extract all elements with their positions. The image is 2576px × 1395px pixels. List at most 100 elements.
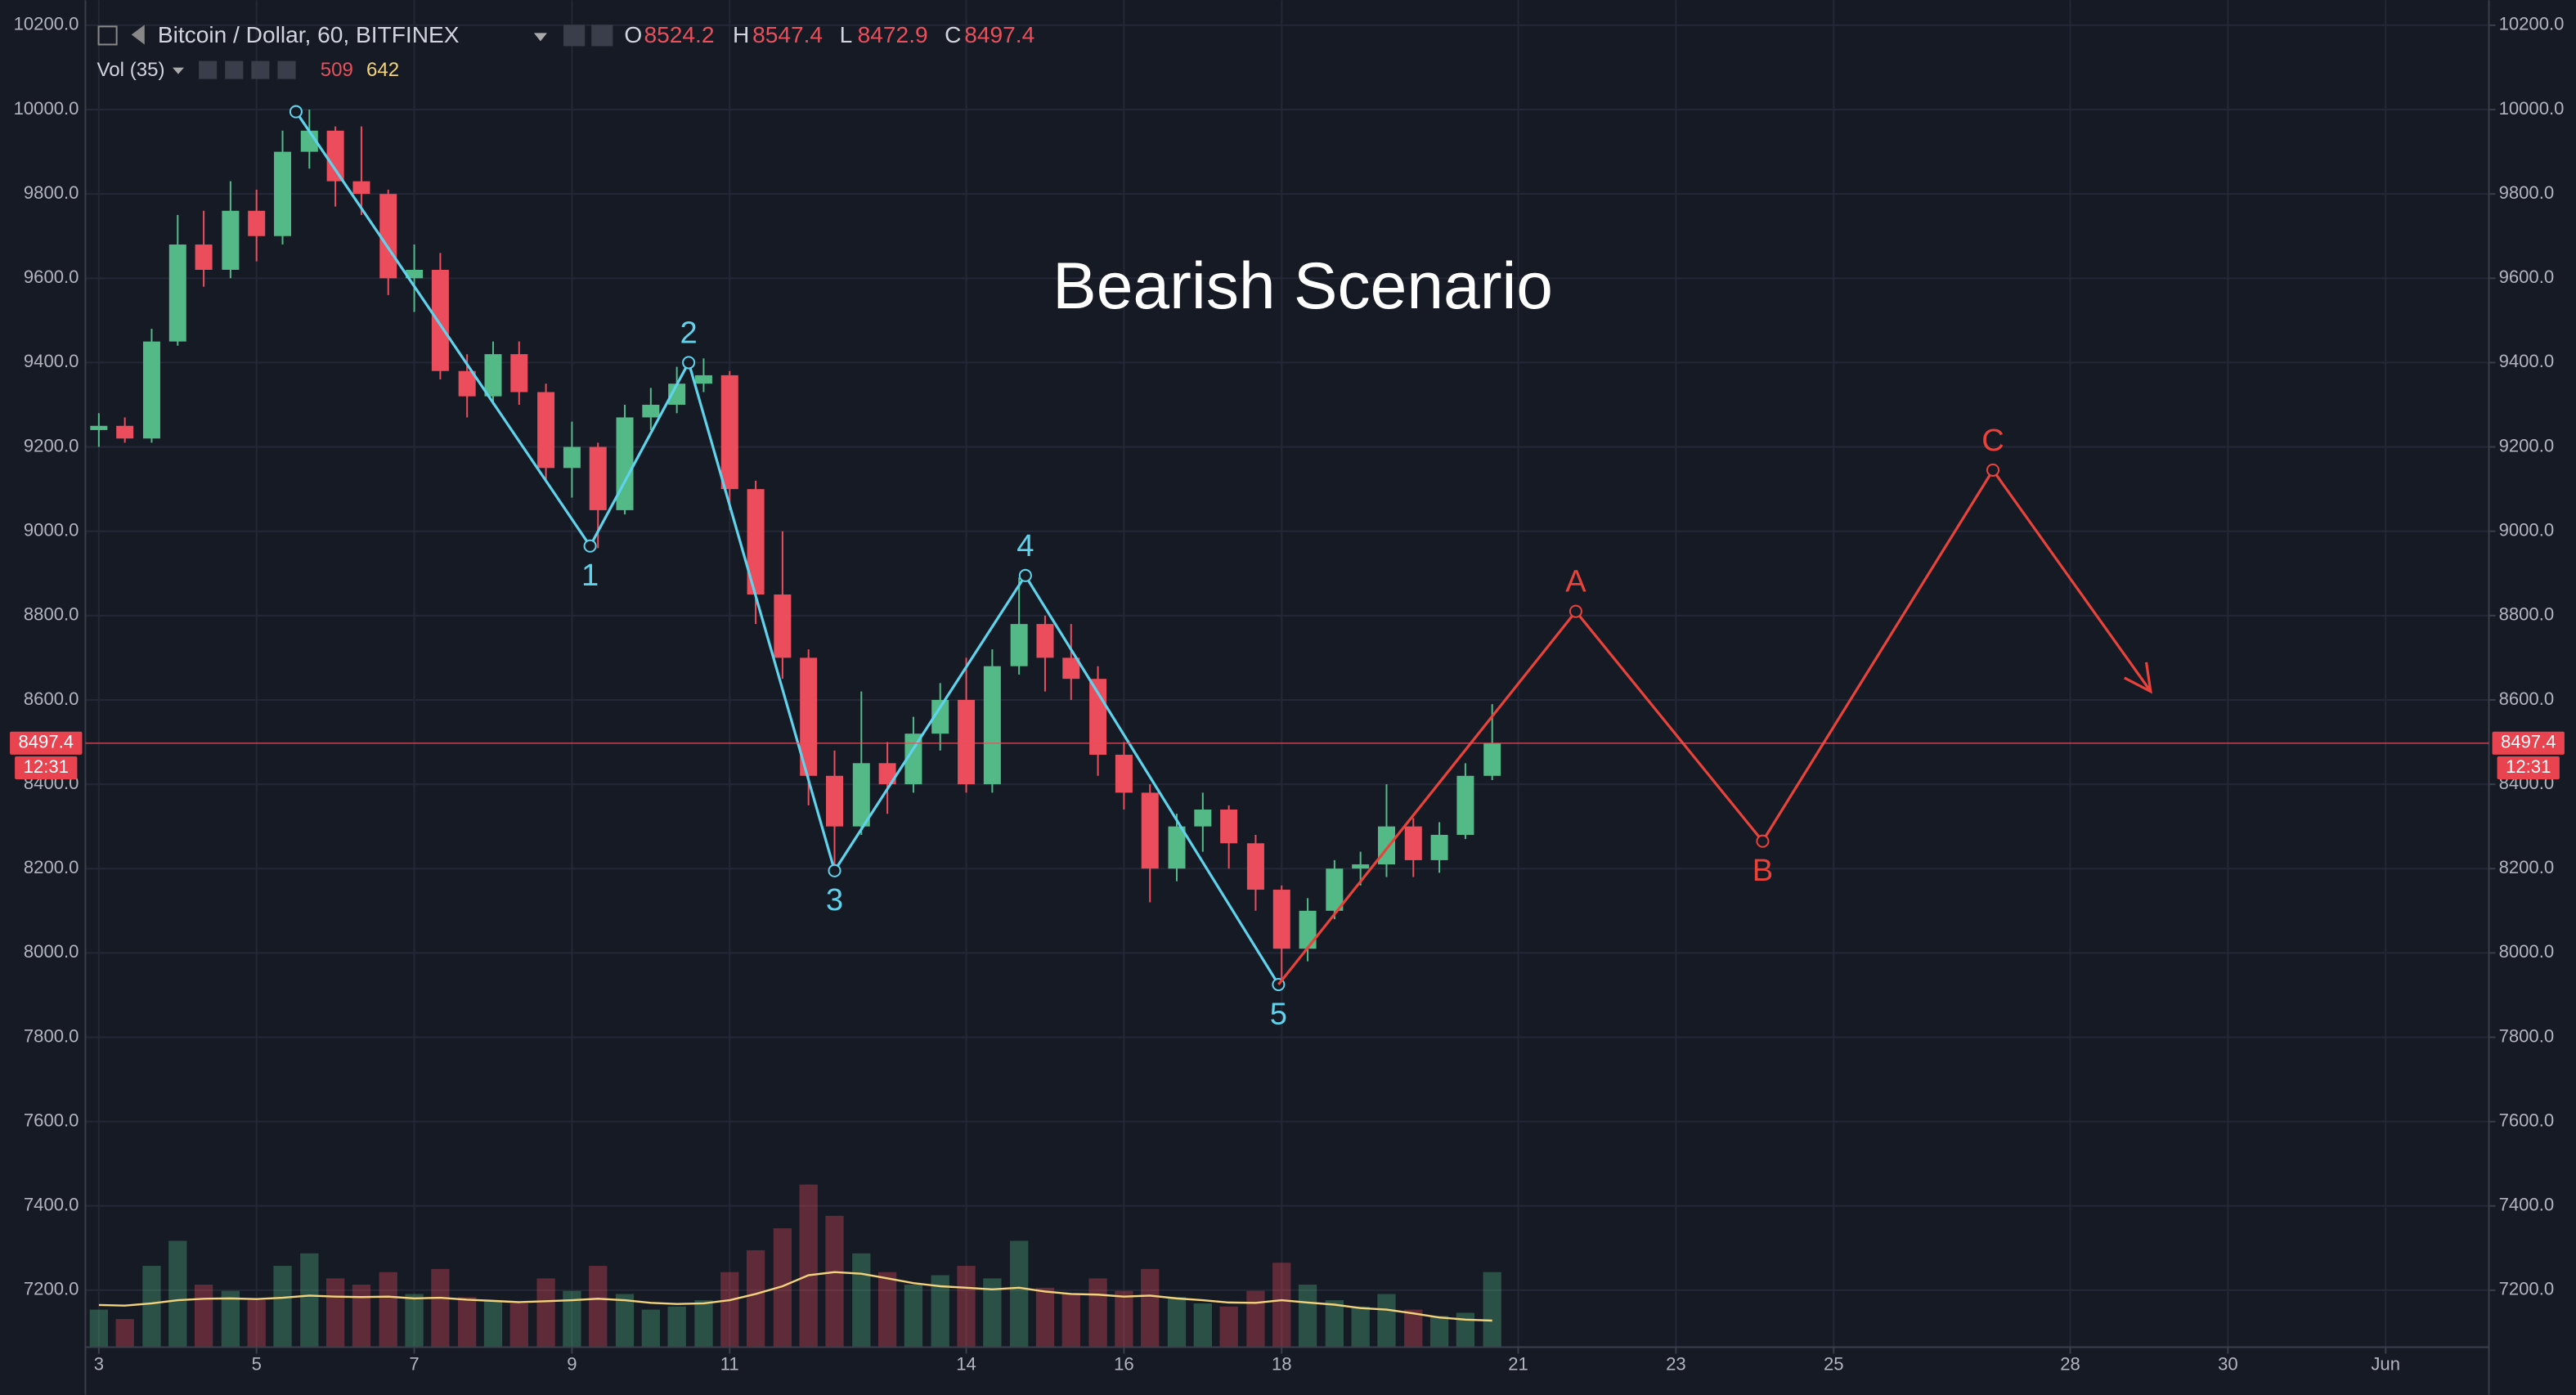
x-tick-label: 9 [567, 1353, 577, 1374]
volume-bar [1167, 1297, 1187, 1348]
y-tick-label: 7200.0 [2499, 1279, 2555, 1299]
y-tick-label: 9600.0 [2499, 267, 2555, 287]
symbol[interactable]: Bitcoin / Dollar, 60, BITFINEX [158, 22, 460, 47]
volume-bar [142, 1266, 161, 1348]
volume-bar [1193, 1303, 1212, 1348]
ohlc-value: 8524.2 [644, 22, 715, 47]
volume-bar [273, 1266, 292, 1348]
candle-body [1246, 843, 1264, 890]
volume-bar [1141, 1268, 1160, 1348]
volume-bar [221, 1290, 240, 1348]
volume-bar [773, 1228, 792, 1348]
volume-bar [1272, 1263, 1291, 1348]
wave-label: C [1981, 423, 2004, 458]
candle-body [458, 370, 476, 397]
volume-bar [931, 1275, 949, 1348]
y-tick-label: 10000.0 [14, 98, 79, 119]
volume-label[interactable]: Vol (35) [97, 59, 165, 81]
volume-bar [1035, 1287, 1055, 1348]
y-tick-label: 7800.0 [2499, 1025, 2555, 1046]
volume-bar [1325, 1300, 1344, 1348]
volume-bar [168, 1240, 187, 1348]
volume-bar [983, 1278, 1002, 1348]
y-tick-label: 9400.0 [24, 351, 79, 371]
price-tag-label: 8497.4 [18, 732, 74, 752]
volume-bar [405, 1294, 424, 1348]
ohlc-value: 8472.9 [858, 22, 928, 47]
candle-body [1352, 864, 1370, 869]
candle-body [1483, 742, 1501, 776]
candle-body [1168, 826, 1186, 869]
wave-label: 1 [581, 558, 599, 593]
candle-body [616, 417, 634, 510]
candle-body [1220, 810, 1238, 844]
dropdown-icon[interactable] [172, 67, 184, 74]
wave-label: 4 [1016, 528, 1034, 563]
ohlc-label: H [733, 22, 749, 47]
y-tick-label: 10200.0 [14, 14, 79, 34]
candle-body [1115, 755, 1133, 793]
y-tick-label: 8000.0 [24, 941, 79, 962]
volume-bar [1010, 1240, 1029, 1348]
volume-bar [799, 1184, 818, 1348]
settings-icon[interactable] [225, 61, 244, 79]
y-tick-label: 9800.0 [2499, 182, 2555, 203]
volume-bar [194, 1285, 213, 1348]
candle-body [379, 194, 397, 279]
volume-bar [352, 1285, 371, 1348]
candle-body [1404, 826, 1422, 860]
settings-icon[interactable] [251, 61, 270, 79]
wave-point [1986, 463, 2000, 477]
wave-point [289, 105, 303, 119]
candle-body [484, 354, 502, 397]
volume-bar [509, 1303, 528, 1348]
y-tick-label: 8600.0 [24, 689, 79, 709]
candle-body [931, 699, 949, 734]
collapse-icon[interactable] [97, 25, 118, 46]
volume-bar [589, 1266, 608, 1348]
dropdown-icon[interactable] [533, 33, 547, 42]
ohlc-label: O [624, 22, 642, 47]
volume-ma-line [98, 1271, 1492, 1322]
candle-body [668, 384, 686, 405]
settings-icon[interactable] [563, 25, 586, 47]
candle-body [774, 594, 792, 658]
candle-body [958, 699, 976, 785]
x-tick-label: 30 [2218, 1353, 2238, 1374]
volume-bar [1061, 1294, 1080, 1348]
candle-body [537, 392, 555, 469]
candle-body [1430, 834, 1448, 860]
volume-bar [1483, 1272, 1501, 1348]
wave-label: 3 [826, 882, 843, 917]
y-tick-label: 9000.0 [24, 520, 79, 541]
wave-point [1018, 568, 1032, 582]
volume-bar [694, 1300, 713, 1348]
y-tick-label: 8600.0 [2499, 689, 2555, 709]
price-tag-label: 8497.4 [2501, 732, 2556, 752]
settings-icon[interactable] [591, 25, 613, 47]
candle-body [274, 151, 292, 236]
candle-body [90, 425, 108, 430]
ohlc-label: L [840, 22, 853, 47]
x-tick-label: 25 [1824, 1353, 1844, 1374]
y-tick-label: 8800.0 [24, 604, 79, 625]
candle-body [1194, 810, 1212, 827]
candle-body [326, 130, 344, 182]
settings-icon[interactable] [277, 61, 296, 79]
candle-body [983, 666, 1001, 785]
y-tick-label: 9800.0 [24, 182, 79, 203]
volume-pane [89, 1184, 1501, 1348]
countdown-tag [2497, 756, 2560, 780]
volume-bar [458, 1297, 477, 1348]
ohlc-value: 8497.4 [964, 22, 1034, 47]
candle-body [195, 244, 213, 270]
candle-body [1010, 624, 1028, 666]
wave-label: 5 [1270, 996, 1287, 1031]
y-tick-label: 7600.0 [24, 1110, 79, 1130]
y-tick-label: 10000.0 [2499, 98, 2565, 119]
candle-body [878, 763, 896, 785]
settings-icon[interactable] [199, 61, 218, 79]
